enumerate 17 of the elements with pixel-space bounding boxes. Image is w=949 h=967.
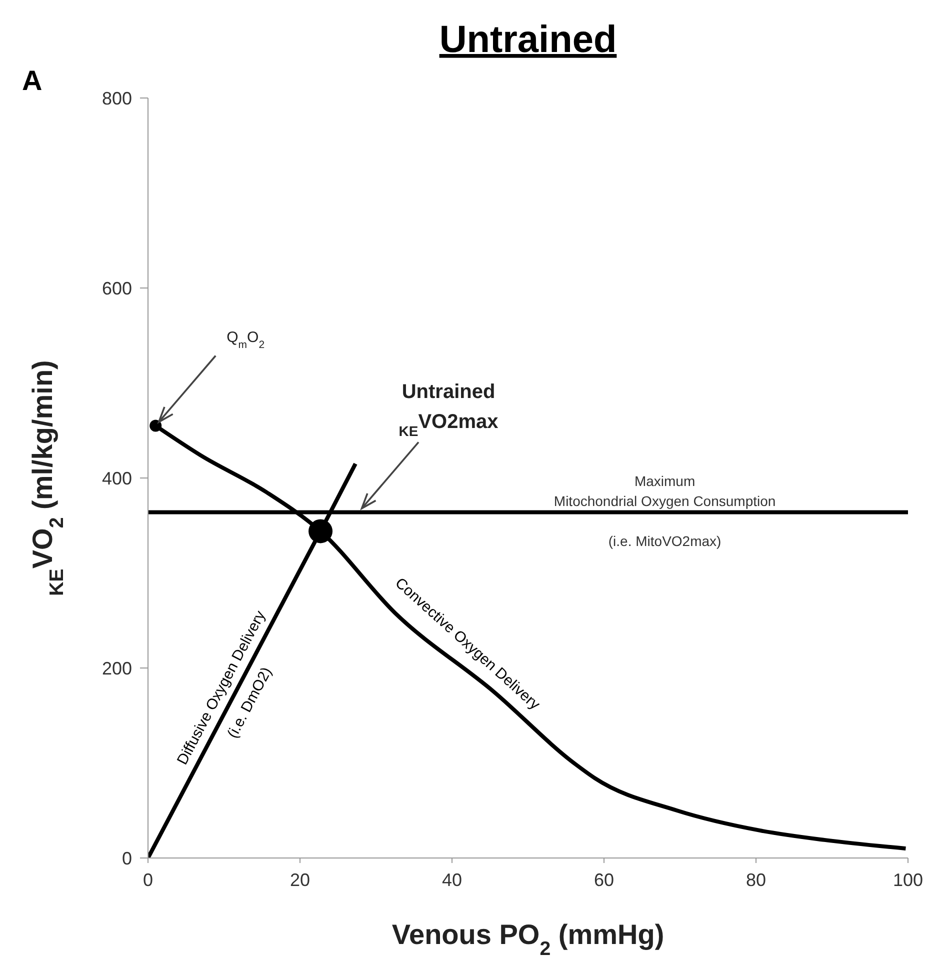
annotation: Untrained $_{KE}$VO2max bbox=[398, 381, 498, 440]
y-tick-label: 200 bbox=[102, 658, 132, 678]
x-tick-label: 0 bbox=[142, 870, 154, 890]
y-tick-label: 800 bbox=[102, 88, 132, 108]
y-tick-label: 0 bbox=[122, 848, 132, 868]
x-tick-label: 40 bbox=[442, 870, 462, 890]
x-tick-label: 20 bbox=[290, 870, 310, 890]
y-tick-label: 400 bbox=[102, 468, 132, 488]
chart-title: Untrained bbox=[439, 19, 617, 61]
y-tick-label: 600 bbox=[102, 278, 132, 298]
text: A bbox=[22, 65, 42, 96]
x-tick-label: 80 bbox=[746, 870, 766, 890]
x-tick-label: 60 bbox=[594, 870, 614, 890]
annotation: Q$_{m}$O$_{2}$ bbox=[226, 328, 265, 351]
x-axis-title: Venous PO$_{2}$ (mmHg) bbox=[392, 919, 664, 960]
text: Maximum Mitochondrial Oxygen Consumption (i.e. MitoVO2max) bbox=[554, 473, 776, 550]
x-tick-label: 100 bbox=[892, 870, 924, 890]
